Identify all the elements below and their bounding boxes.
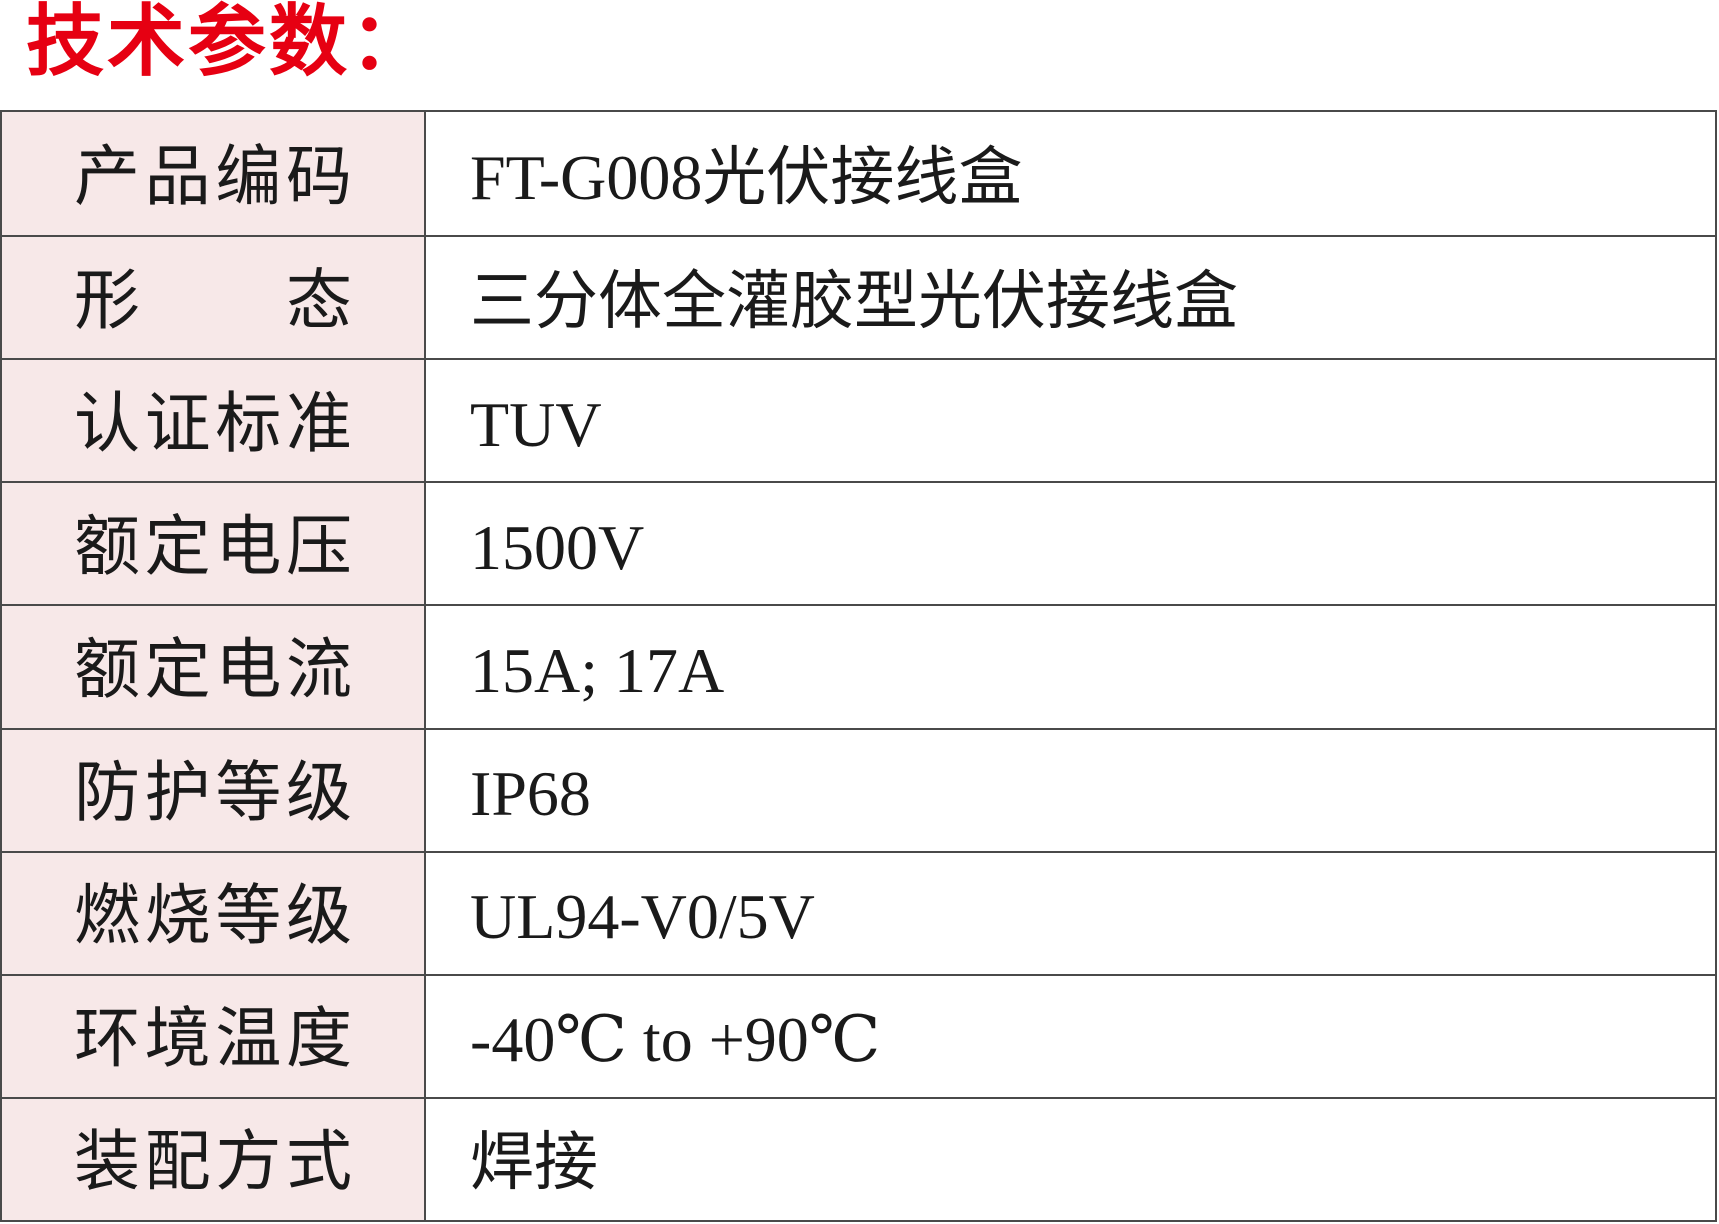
param-value: FT-G008光伏接线盒 — [470, 141, 1023, 213]
page-title: 技术参数： — [26, 0, 432, 85]
param-value: TUV — [470, 388, 602, 460]
param-value-cell: 三分体全灌胶型光伏接线盒 — [426, 237, 1715, 358]
param-label: 形态 — [74, 264, 352, 338]
param-label-cell: 燃烧等级 — [2, 852, 426, 974]
param-label-cell: 额定电压 — [2, 483, 426, 605]
param-value-cell: FT-G008光伏接线盒 — [426, 112, 1715, 235]
param-value: -40℃ to +90℃ — [470, 1004, 881, 1076]
param-value: 1500V — [470, 511, 645, 583]
param-value-cell: UL94-V0/5V — [426, 853, 1715, 974]
param-value-cell: 焊接 — [426, 1099, 1715, 1220]
table-row-protection-rating: 防护等级 IP68 — [2, 727, 1715, 851]
param-label: 额定电流 — [74, 633, 352, 707]
param-label-cell: 环境温度 — [2, 975, 426, 1097]
table-row-assembly-method: 装配方式 焊接 — [2, 1096, 1715, 1220]
param-label: 环境温度 — [74, 1003, 352, 1077]
table-row-certification: 认证标准 TUV — [2, 358, 1715, 482]
table-row-rated-current: 额定电流 15A; 17A — [2, 604, 1715, 728]
param-value: 三分体全灌胶型光伏接线盒 — [470, 265, 1238, 337]
param-label: 额定电压 — [74, 510, 352, 584]
param-label: 防护等级 — [74, 757, 352, 831]
table-row-ambient-temperature: 环境温度 -40℃ to +90℃ — [2, 973, 1715, 1097]
param-value-cell: TUV — [426, 360, 1715, 481]
param-value: IP68 — [470, 758, 591, 830]
tech-params-table: 产品编码 FT-G008光伏接线盒 形态 三分体全灌胶型光伏接线盒 认证标准 T… — [0, 110, 1717, 1222]
param-label: 产品编码 — [74, 140, 352, 214]
table-row-form: 形态 三分体全灌胶型光伏接线盒 — [2, 235, 1715, 359]
param-value: 焊接 — [470, 1127, 598, 1199]
param-label-cell: 产品编码 — [2, 112, 426, 236]
param-label: 燃烧等级 — [74, 880, 352, 954]
param-label-cell: 额定电流 — [2, 606, 426, 728]
table-row-product-code: 产品编码 FT-G008光伏接线盒 — [2, 112, 1715, 236]
param-label: 认证标准 — [74, 387, 352, 461]
param-value: UL94-V0/5V — [470, 881, 815, 953]
param-value-cell: 15A; 17A — [426, 606, 1715, 727]
param-value-cell: IP68 — [426, 730, 1715, 851]
table-row-flammability-rating: 燃烧等级 UL94-V0/5V — [2, 850, 1715, 974]
param-label-cell: 认证标准 — [2, 360, 426, 482]
param-label: 装配方式 — [74, 1126, 352, 1200]
param-value-cell: -40℃ to +90℃ — [426, 976, 1715, 1097]
table-row-rated-voltage: 额定电压 1500V — [2, 481, 1715, 605]
param-label-cell: 装配方式 — [2, 1098, 426, 1220]
param-value: 15A; 17A — [470, 634, 725, 706]
param-value-cell: 1500V — [426, 483, 1715, 604]
param-label-cell: 防护等级 — [2, 729, 426, 851]
param-label-cell: 形态 — [2, 237, 426, 359]
